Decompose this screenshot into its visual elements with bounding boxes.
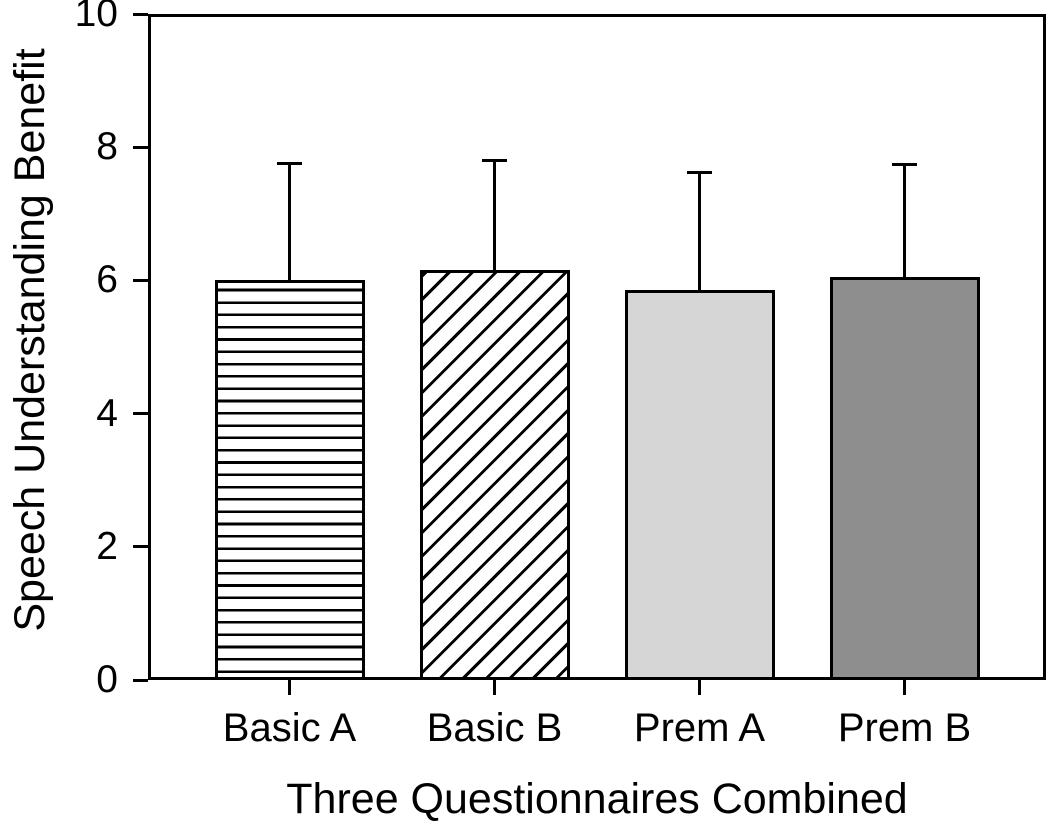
y-axis-tick-label: 2: [96, 524, 118, 568]
error-bar-stem: [288, 161, 291, 281]
x-axis-tick: [493, 680, 496, 695]
y-axis-tick: [133, 412, 148, 416]
x-axis-title: Three Questionnaires Combined: [286, 775, 908, 823]
y-axis-tick-label: 4: [96, 391, 118, 435]
bar-prem-a: [624, 290, 775, 680]
error-bar-stem: [493, 159, 496, 271]
y-axis-tick-label: 10: [74, 0, 118, 35]
error-bar-cap: [482, 159, 507, 163]
x-axis-category-label: Prem B: [837, 706, 972, 750]
y-axis-tick-label: 0: [96, 658, 118, 701]
error-bar-stem: [698, 171, 701, 291]
error-bar-cap: [892, 162, 917, 166]
x-axis-tick: [903, 680, 906, 695]
y-axis-tick-label: 6: [96, 258, 118, 302]
error-bar-cap: [687, 171, 712, 175]
x-axis-category-label: Prem A: [633, 706, 766, 750]
error-bar-cap: [277, 161, 302, 165]
y-axis-tick: [133, 12, 148, 16]
y-axis-tick: [133, 145, 148, 149]
bar-basic-b: [419, 270, 570, 680]
y-axis-tick: [133, 545, 148, 549]
y-axis-tick-label: 8: [96, 125, 118, 169]
bar-basic-a: [214, 280, 365, 680]
x-axis-tick: [698, 680, 701, 695]
y-axis-title: Speech Understanding Benefit: [6, 48, 54, 632]
error-bar-stem: [903, 162, 906, 278]
x-axis-category-label: Basic A: [222, 706, 357, 750]
x-axis-tick: [288, 680, 291, 695]
y-axis-tick: [133, 278, 148, 282]
y-axis-tick: [133, 678, 148, 682]
x-axis-category-label: Basic B: [426, 706, 563, 750]
bar-prem-b: [829, 277, 980, 680]
